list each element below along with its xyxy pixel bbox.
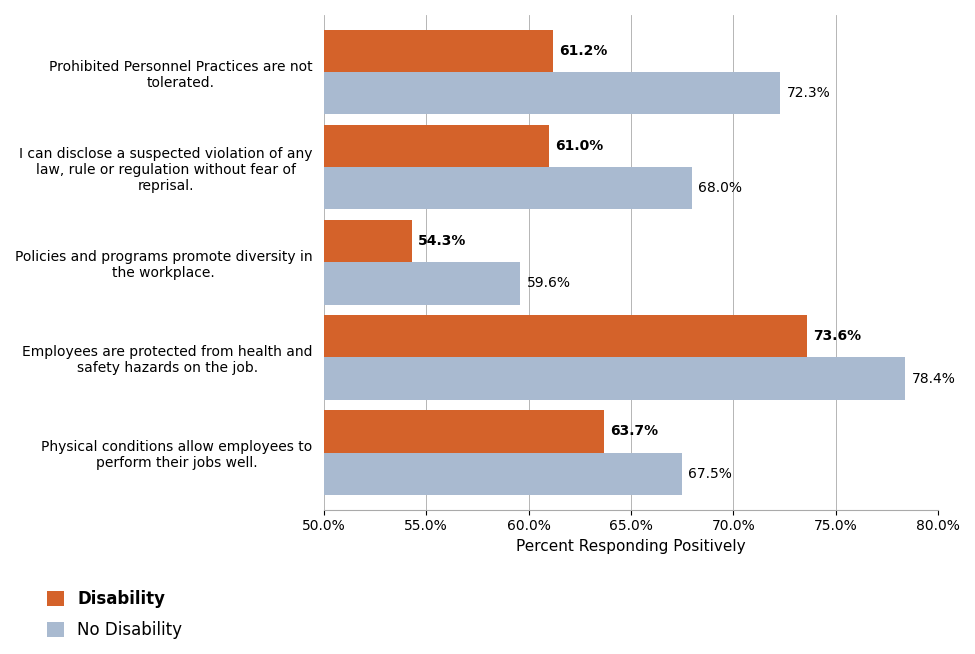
Bar — [324, 315, 807, 358]
Text: 68.0%: 68.0% — [698, 181, 743, 196]
Text: 61.0%: 61.0% — [555, 139, 604, 153]
Text: 54.3%: 54.3% — [418, 234, 466, 249]
Text: 67.5%: 67.5% — [688, 467, 732, 481]
Text: 63.7%: 63.7% — [610, 424, 658, 438]
Text: 72.3%: 72.3% — [787, 86, 831, 100]
Bar — [324, 30, 553, 72]
Bar — [324, 262, 521, 305]
Text: 59.6%: 59.6% — [526, 277, 570, 290]
Bar — [324, 220, 411, 262]
Bar — [324, 358, 906, 400]
X-axis label: Percent Responding Positively: Percent Responding Positively — [516, 539, 746, 554]
Bar — [324, 125, 549, 167]
Legend: Disability, No Disability: Disability, No Disability — [48, 590, 182, 639]
Text: 61.2%: 61.2% — [560, 44, 607, 58]
Bar — [324, 453, 682, 495]
Bar — [324, 72, 780, 114]
Bar — [324, 167, 692, 209]
Text: 78.4%: 78.4% — [912, 371, 955, 386]
Text: 73.6%: 73.6% — [813, 330, 861, 343]
Bar — [324, 410, 604, 453]
